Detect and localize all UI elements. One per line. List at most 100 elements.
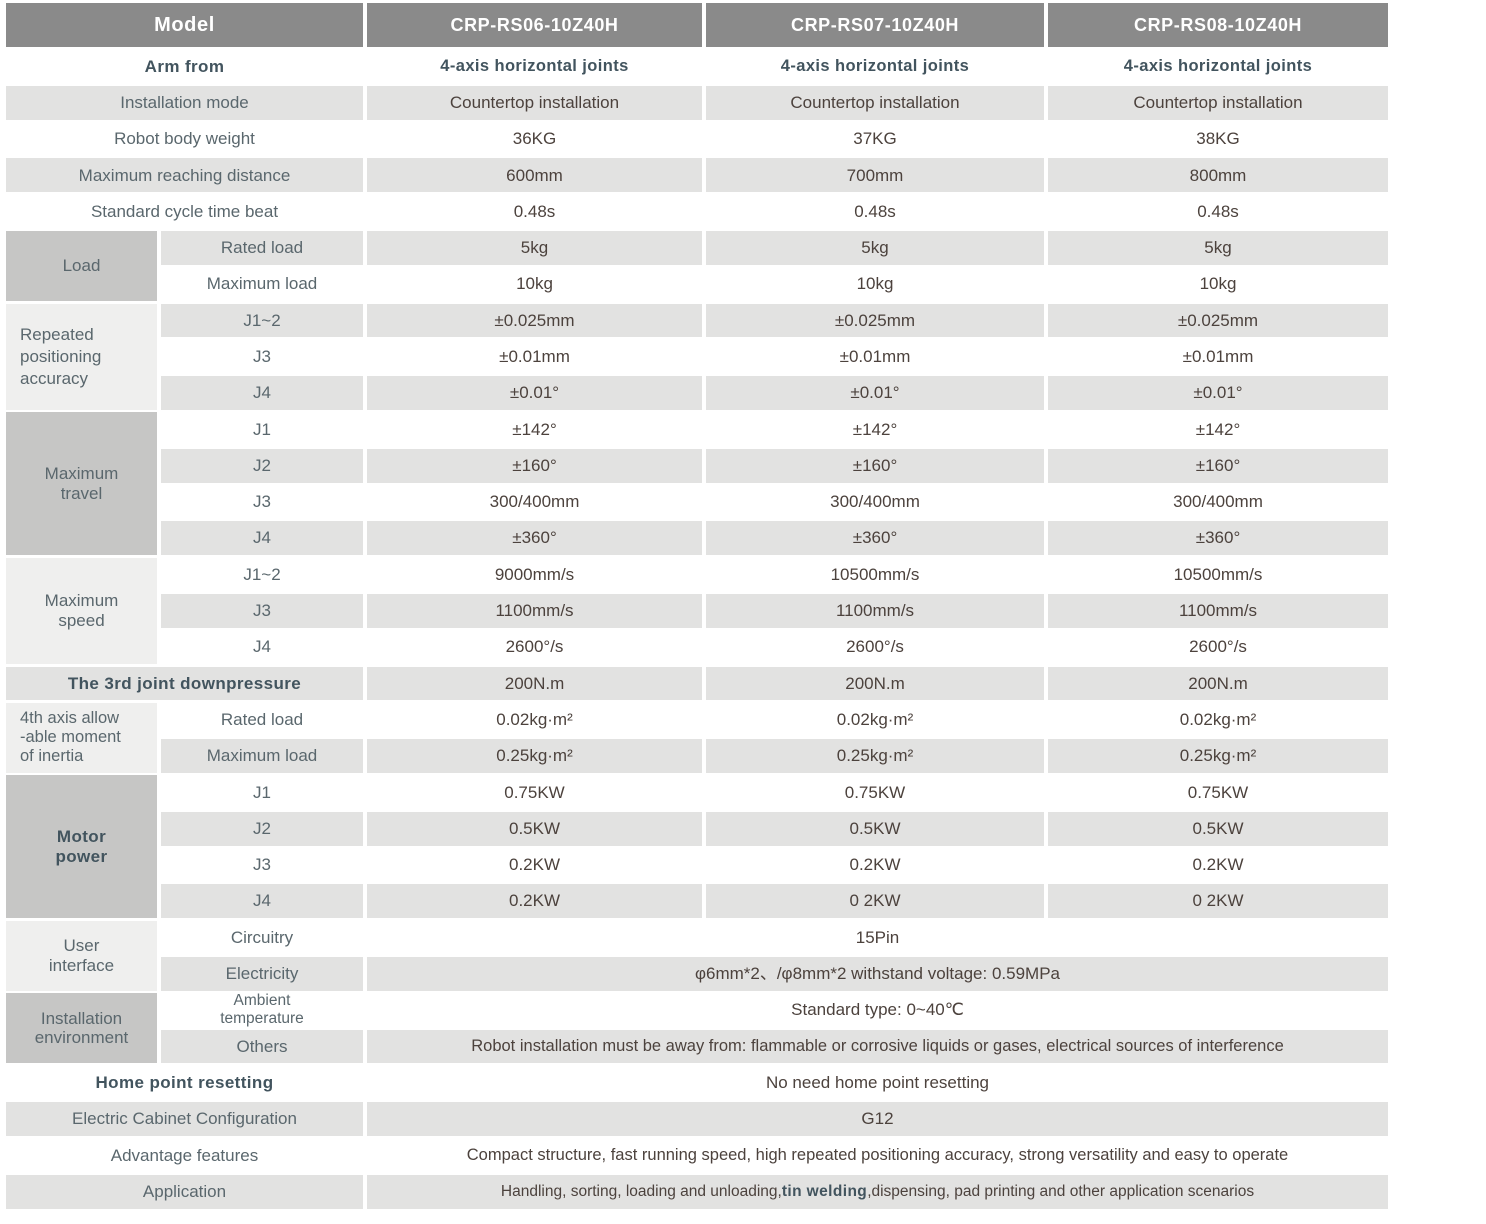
application-value: Handling, sorting, loading and unloading… bbox=[367, 1174, 1388, 1209]
motor-power-value: 0.75KW bbox=[706, 775, 1044, 810]
max-load-value: 10kg bbox=[706, 267, 1044, 302]
travel-value: ±160° bbox=[1048, 448, 1388, 483]
speed-value: 1100mm/s bbox=[367, 593, 702, 628]
accuracy-value: ±0.01° bbox=[706, 376, 1044, 410]
row-label-cycle-time: Standard cycle time beat bbox=[6, 194, 363, 229]
accuracy-value: ±0.01° bbox=[1048, 376, 1388, 410]
row-label-cabinet: Electric Cabinet Configuration bbox=[6, 1102, 363, 1136]
group-label-max-speed: Maximum speed bbox=[6, 557, 157, 665]
group-label-load: Load bbox=[6, 230, 157, 302]
sub-label-j3: J3 bbox=[161, 339, 363, 374]
row-label-home-point: Home point resetting bbox=[6, 1065, 363, 1100]
sub-label-j1-2: J1~2 bbox=[161, 303, 363, 338]
sub-label-rated-load: Rated load bbox=[161, 230, 363, 265]
travel-value: 300/400mm bbox=[367, 485, 702, 519]
motor-power-value: 0.5KW bbox=[1048, 811, 1388, 846]
sub-label-j1-2: J1~2 bbox=[161, 557, 363, 592]
arm-from-value: 4-axis horizontal joints bbox=[367, 49, 702, 84]
accuracy-value: ±0.01° bbox=[367, 376, 702, 410]
body-weight-value: 36KG bbox=[367, 122, 702, 156]
travel-value: ±360° bbox=[367, 521, 702, 556]
downpressure-value: 200N.m bbox=[1048, 666, 1388, 701]
rated-load-value: 5kg bbox=[367, 230, 702, 265]
sub-label-j4: J4 bbox=[161, 630, 363, 665]
sub-label-max-load: Maximum load bbox=[161, 739, 363, 773]
installation-mode-value: Countertop installation bbox=[706, 85, 1044, 120]
accuracy-value: ±0.01mm bbox=[367, 339, 702, 374]
sub-label-j4: J4 bbox=[161, 521, 363, 556]
inertia-value: 0.02kg·m² bbox=[706, 702, 1044, 737]
group-label-inertia: 4th axis allow -able moment of inertia bbox=[6, 702, 157, 773]
motor-power-value: 0.5KW bbox=[367, 811, 702, 846]
speed-value: 1100mm/s bbox=[706, 593, 1044, 628]
group-label-motor-power: Motor power bbox=[6, 775, 157, 919]
electricity-value: φ6mm*2、/φ8mm*2 withstand voltage: 0.59MP… bbox=[367, 956, 1388, 991]
speed-value: 9000mm/s bbox=[367, 557, 702, 592]
motor-power-value: 0.2KW bbox=[367, 848, 702, 882]
accuracy-value: ±0.025mm bbox=[706, 303, 1044, 338]
motor-power-value: 0.5KW bbox=[706, 811, 1044, 846]
application-value-post: ,dispensing, pad printing and other appl… bbox=[867, 1182, 1255, 1200]
inertia-value: 0.02kg·m² bbox=[1048, 702, 1388, 737]
sub-label-circuitry: Circuitry bbox=[161, 920, 363, 955]
sub-label-j1: J1 bbox=[161, 775, 363, 810]
motor-power-value: 0 2KW bbox=[706, 884, 1044, 919]
row-label-installation-mode: Installation mode bbox=[6, 85, 363, 120]
sub-label-others: Others bbox=[161, 1029, 363, 1064]
max-load-value: 10kg bbox=[367, 267, 702, 302]
travel-value: ±142° bbox=[367, 412, 702, 447]
accuracy-value: ±0.025mm bbox=[1048, 303, 1388, 338]
row-label-downpressure: The 3rd joint downpressure bbox=[6, 666, 363, 701]
sub-label-ambient-temperature: Ambient temperature bbox=[161, 992, 363, 1027]
speed-value: 10500mm/s bbox=[706, 557, 1044, 592]
sub-label-j3: J3 bbox=[161, 593, 363, 628]
speed-value: 2600°/s bbox=[706, 630, 1044, 665]
sub-label-j4: J4 bbox=[161, 376, 363, 410]
downpressure-value: 200N.m bbox=[367, 666, 702, 701]
sub-label-j2: J2 bbox=[161, 448, 363, 483]
motor-power-value: 0.2KW bbox=[706, 848, 1044, 882]
travel-value: ±160° bbox=[367, 448, 702, 483]
header-model-rs07: CRP-RS07-10Z40H bbox=[706, 3, 1044, 47]
motor-power-value: 0 2KW bbox=[1048, 884, 1388, 919]
row-label-max-reach: Maximum reaching distance bbox=[6, 158, 363, 193]
speed-value: 2600°/s bbox=[367, 630, 702, 665]
inertia-value: 0.25kg·m² bbox=[706, 739, 1044, 773]
installation-mode-value: Countertop installation bbox=[367, 85, 702, 120]
motor-power-value: 0.2KW bbox=[367, 884, 702, 919]
inertia-value: 0.25kg·m² bbox=[367, 739, 702, 773]
travel-value: ±142° bbox=[1048, 412, 1388, 447]
row-label-body-weight: Robot body weight bbox=[6, 122, 363, 156]
motor-power-value: 0.2KW bbox=[1048, 848, 1388, 882]
cycle-time-value: 0.48s bbox=[367, 194, 702, 229]
cycle-time-value: 0.48s bbox=[1048, 194, 1388, 229]
advantage-value: Compact structure, fast running speed, h… bbox=[367, 1138, 1388, 1173]
travel-value: ±360° bbox=[706, 521, 1044, 556]
speed-value: 2600°/s bbox=[1048, 630, 1388, 665]
arm-from-value: 4-axis horizontal joints bbox=[706, 49, 1044, 84]
row-label-application: Application bbox=[6, 1174, 363, 1209]
inertia-value: 0.02kg·m² bbox=[367, 702, 702, 737]
travel-value: ±142° bbox=[706, 412, 1044, 447]
cabinet-value: G12 bbox=[367, 1102, 1388, 1136]
speed-value: 1100mm/s bbox=[1048, 593, 1388, 628]
sub-label-max-load: Maximum load bbox=[161, 267, 363, 302]
sub-label-electricity: Electricity bbox=[161, 956, 363, 991]
rated-load-value: 5kg bbox=[706, 230, 1044, 265]
accuracy-value: ±0.025mm bbox=[367, 303, 702, 338]
circuitry-value: 15Pin bbox=[367, 920, 1388, 955]
home-point-value: No need home point resetting bbox=[367, 1065, 1388, 1100]
ambient-temperature-value: Standard type: 0~40℃ bbox=[367, 993, 1388, 1028]
sub-label-rated-load: Rated load bbox=[161, 702, 363, 737]
sub-label-j3: J3 bbox=[161, 848, 363, 882]
spec-table: Model CRP-RS06-10Z40H CRP-RS07-10Z40H CR… bbox=[6, 3, 1388, 1209]
row-label-arm-from: Arm from bbox=[6, 49, 363, 84]
group-label-user-interface: User interface bbox=[6, 920, 157, 991]
travel-value: 300/400mm bbox=[1048, 485, 1388, 519]
accuracy-value: ±0.01mm bbox=[1048, 339, 1388, 374]
max-load-value: 10kg bbox=[1048, 267, 1388, 302]
application-value-highlight: tin welding bbox=[781, 1182, 868, 1200]
speed-value: 10500mm/s bbox=[1048, 557, 1388, 592]
rated-load-value: 5kg bbox=[1048, 230, 1388, 265]
group-label-install-env: Installation environment bbox=[6, 993, 157, 1064]
